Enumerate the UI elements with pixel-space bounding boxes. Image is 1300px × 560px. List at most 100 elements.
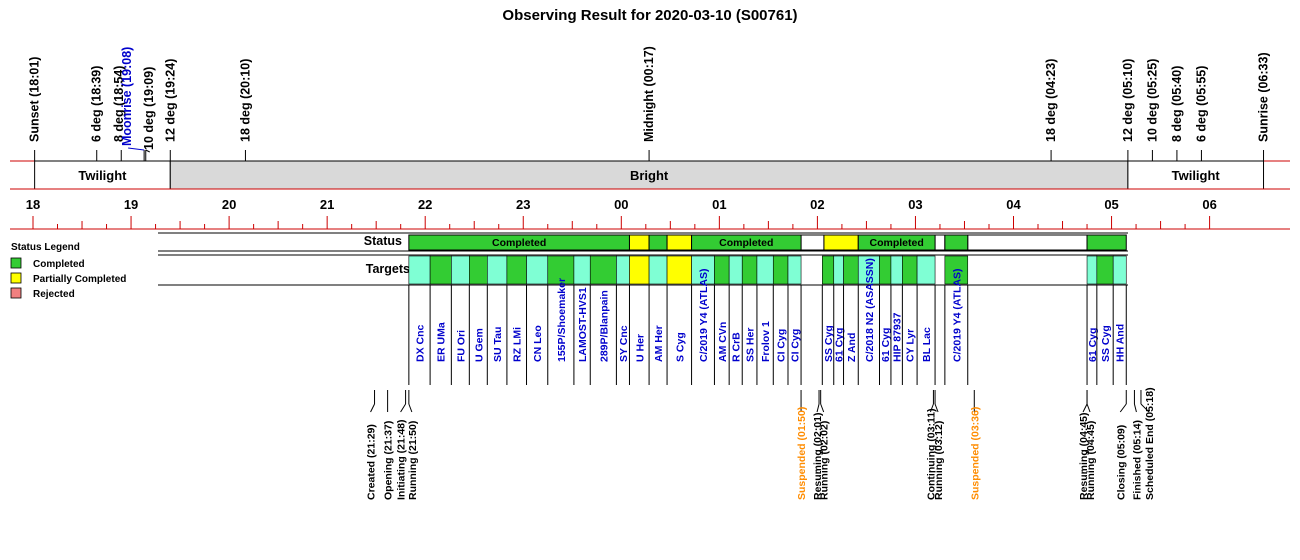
target-name-label: LAMOST-HVS1 [577, 287, 589, 362]
target-name-label: AM CVn [717, 322, 729, 362]
target-name-label: CN Leo [532, 325, 544, 362]
log-event-leader [1140, 403, 1150, 413]
target-block [648, 255, 668, 285]
log-event-label: Suspended (01:50) [796, 407, 808, 500]
target-block [451, 255, 470, 285]
target-name-label: CI Cyg [790, 329, 802, 362]
target-name-label: 61 Cyg [1087, 328, 1099, 362]
log-event-label: Continuing (03:11) [925, 408, 937, 500]
target-block [429, 255, 452, 285]
target-block [1086, 255, 1098, 285]
log-event-label: Running (21:50) [407, 421, 419, 500]
target-name-label: Z And [846, 333, 858, 362]
target-block [741, 255, 758, 285]
target-block [714, 255, 730, 285]
log-event-label: Running (03:12) [933, 421, 945, 500]
log-event-leader [370, 403, 375, 413]
target-block [756, 255, 774, 285]
sky-event-leader [128, 147, 145, 151]
target-name-label: SS Her [745, 328, 757, 362]
sky-event-label: 12 deg (19:24) [163, 59, 177, 142]
status-segment [648, 234, 668, 251]
target-name-label: 61 Cyg [880, 328, 892, 362]
status-legend: Status Legend Completed Partially Complete… [10, 242, 126, 300]
legend-title: Status Legend [11, 242, 80, 253]
sky-event-label: 8 deg (18:54) [112, 66, 126, 142]
legend-swatch [10, 257, 22, 269]
sky-event-label: 18 deg (04:23) [1044, 59, 1058, 142]
log-event-leader [1086, 403, 1091, 413]
target-name-label: CI Cyg [776, 329, 788, 362]
status-row-label: Status [364, 234, 402, 248]
target-block [573, 255, 591, 285]
sky-event-label: Sunset (18:01) [28, 57, 42, 142]
log-event-label: Initiating (21:48) [396, 419, 408, 500]
target-name-label: SS Cyg [823, 325, 835, 362]
sky-band-label: Twilight [78, 168, 127, 183]
log-event-label: Running (04:45) [1085, 421, 1097, 500]
target-name-label: C/2019 Y4 (ATLAS) [951, 268, 963, 362]
hour-tick-label: 18 [26, 197, 40, 212]
status-segment-label: Completed [492, 237, 546, 249]
sky-event-label: 10 deg (19:09) [142, 67, 156, 150]
target-name-label: HH And [1115, 324, 1127, 362]
target-name-label: DX Cnc [414, 325, 426, 363]
target-name-label: BL Lac [921, 327, 933, 362]
target-name-label: RZ LMi [512, 327, 524, 362]
target-block [589, 255, 617, 285]
sky-events-layer: Sunset (18:01) 6 deg (18:39) 8 deg (18:54)… [28, 46, 1271, 161]
log-event-label: Finished (05:14) [1131, 420, 1143, 500]
log-event-leader [934, 403, 939, 413]
target-name-label: ER UMa [436, 322, 448, 362]
target-name-label: 61 Cyg [834, 328, 846, 362]
hour-tick-label: 19 [124, 197, 138, 212]
status-empty-block [934, 234, 946, 251]
status-row: Completed Completed Completed [158, 232, 1128, 252]
target-name-label: CY Lyr [905, 329, 917, 362]
sky-band-label: Bright [630, 168, 669, 183]
status-segment [823, 234, 859, 251]
target-block [833, 255, 844, 285]
status-segment-label: Completed [719, 237, 773, 249]
hour-tick-label: 02 [810, 197, 824, 212]
target-block [486, 255, 508, 285]
target-name-label: 289P/Blanpain [598, 290, 610, 362]
hour-tick-label: 22 [418, 197, 432, 212]
target-name-label: R CrB [731, 332, 743, 362]
hour-tick-label: 00 [614, 197, 628, 212]
target-name-label: U Her [634, 334, 646, 362]
sky-event-label: 18 deg (20:10) [238, 59, 252, 142]
target-block [666, 255, 692, 285]
log-event-leader [1119, 403, 1127, 413]
target-block [890, 255, 903, 285]
log-event-label: Resuming (02:01) [812, 412, 824, 500]
chart-title: Observing Result for 2020-03-10 (S00761) [502, 7, 797, 24]
log-event-label: Running (02:02) [819, 421, 831, 500]
status-segment [944, 234, 969, 251]
target-name-label: FU Ori [455, 330, 467, 362]
log-event-leader [408, 403, 413, 413]
target-block [547, 255, 575, 285]
target-block [629, 255, 650, 285]
targets-row-label: Targets [366, 262, 410, 276]
sky-band [1127, 160, 1265, 190]
hour-tick-label: 03 [908, 197, 922, 212]
hour-tick-label: 04 [1006, 197, 1021, 212]
target-name-label: Frolov 1 [760, 321, 772, 362]
target-block [506, 255, 527, 285]
sky-event-label: 6 deg (18:39) [90, 66, 104, 142]
target-block [1112, 255, 1127, 285]
targets-row: DX Cnc ER UMa FU Ori U Gem SU Tau RZ LMi CN Le… [158, 254, 1128, 385]
hour-tick-label: 20 [222, 197, 236, 212]
status-segment-label: Completed [870, 237, 924, 249]
log-event-label: Scheduled End (05:18) [1144, 387, 1156, 500]
hour-axis-layer: 18 19 20 21 22 23 00 01 02 03 04 05 06 [10, 197, 1290, 230]
target-name-label: C/2019 Y4 (ATLAS) [698, 268, 710, 362]
legend-label: Rejected [33, 289, 75, 300]
target-block [1096, 255, 1114, 285]
sky-band-layer: Twilight Bright Twilight [10, 160, 1290, 190]
sky-event-label: Moonrise (19:08) [120, 47, 134, 146]
target-block [526, 255, 549, 285]
hour-tick-label: 05 [1104, 197, 1118, 212]
target-block [772, 255, 789, 285]
